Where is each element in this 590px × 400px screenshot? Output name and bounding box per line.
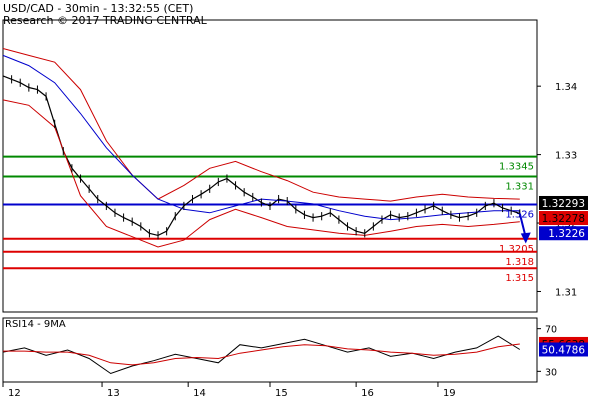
rsi-tag-bg [539, 342, 588, 357]
series-bollinger-upper [2, 48, 520, 202]
series-rsi [2, 335, 521, 375]
chart-header-copyright: Research © 2017 TRADING CENTRAL [3, 14, 207, 27]
bollinger-price-tag-bg [539, 211, 588, 226]
x-tick-15: 15 [275, 388, 288, 399]
rsi-panel-frame [2, 317, 538, 383]
level-label-1.3205: 1.3205 [499, 244, 534, 255]
level-label-1.331: 1.331 [505, 182, 534, 193]
x-tick-16: 16 [361, 388, 374, 399]
rsi-panel-title: RSI14 - 9MA [5, 319, 66, 330]
series-rsi-ma [3, 343, 520, 366]
rsi-tag: 50.4786 [542, 344, 586, 356]
y-tick-1.31: 1.31 [555, 287, 577, 298]
ma-price-tag: 1.3226 [548, 228, 585, 240]
x-tick-13: 13 [107, 388, 120, 399]
level-label-1.318: 1.318 [505, 257, 534, 268]
y-tick-1.33: 1.33 [555, 151, 577, 162]
ma-price-tag-bg [539, 226, 588, 241]
y-tick-1.34: 1.34 [555, 82, 577, 93]
x-tick-12: 12 [8, 388, 21, 399]
x-tick-19: 19 [443, 388, 456, 399]
series-bollinger-lower [2, 99, 520, 248]
current-price-tag-bg [539, 195, 588, 210]
rsi-tick-30: 30 [545, 367, 557, 378]
level-label-1.3345: 1.3345 [499, 162, 534, 173]
projection-arrow-head [520, 232, 531, 244]
chart-header-title: USD/CAD - 30min - 13:32:55 (CET) [3, 2, 194, 15]
bollinger-price-tag: 1.32278 [542, 213, 585, 225]
level-label-1.315: 1.315 [505, 273, 534, 284]
x-tick-14: 14 [193, 388, 206, 399]
price-panel-frame [2, 19, 538, 313]
rsi-tick-70: 70 [545, 325, 557, 336]
current-price-tag: 1.32293 [542, 198, 585, 210]
